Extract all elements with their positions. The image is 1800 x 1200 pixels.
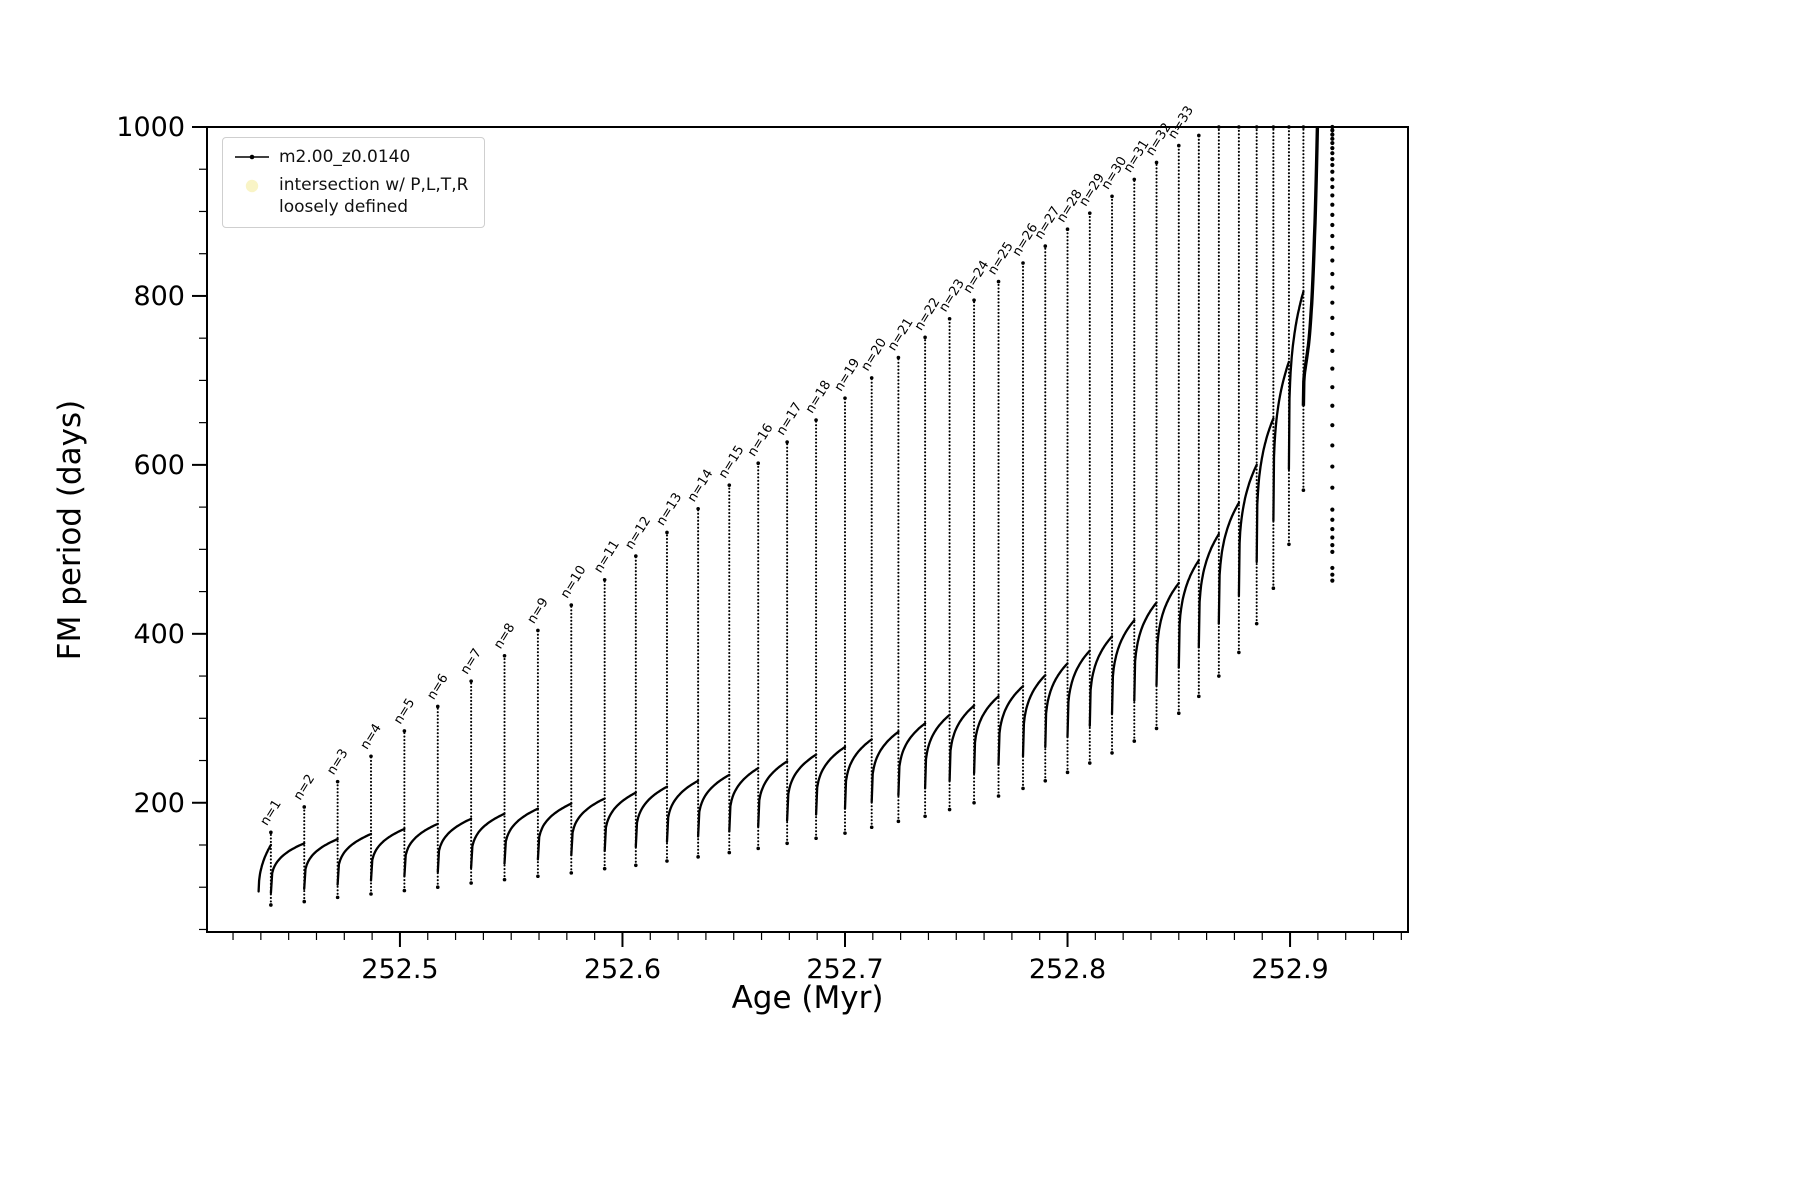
legend: m2.00_z0.0140 intersection w/ P,L,T,R lo… <box>222 137 486 228</box>
spike-label: n=7 <box>458 646 485 677</box>
spike-label: n=18 <box>803 378 835 416</box>
x-axis-label: Age (Myr) <box>731 980 884 1016</box>
spike-label: n=3 <box>324 747 351 778</box>
legend-label-intersection-line1: intersection w/ P,L,T,R <box>279 175 469 196</box>
axes-frame <box>206 126 1409 933</box>
spike-label: n=5 <box>391 696 418 727</box>
spike-label: n=10 <box>558 563 590 601</box>
spike-label: n=33 <box>1165 103 1197 141</box>
spike-label: n=24 <box>961 258 993 296</box>
legend-entry-intersection: intersection w/ P,L,T,R loosely defined <box>233 175 468 218</box>
intersection-dot-icon <box>245 180 259 193</box>
y-tick-label: 200 <box>133 788 185 819</box>
legend-label-intersection: intersection w/ P,L,T,R loosely defined <box>279 175 468 218</box>
spike-label: n=15 <box>716 443 748 481</box>
spike-label: n=2 <box>291 772 318 803</box>
line-marker-icon <box>235 154 269 160</box>
y-tick-label: 1000 <box>116 112 185 143</box>
spike-label: n=8 <box>491 621 518 652</box>
spike-label: n=6 <box>424 671 451 702</box>
y-tick-label: 600 <box>133 450 185 481</box>
spike-label: n=9 <box>525 595 552 626</box>
x-tick-label: 252.5 <box>361 954 438 985</box>
legend-label-series: m2.00_z0.0140 <box>279 147 411 167</box>
spike-label: n=19 <box>832 356 864 394</box>
x-tick-label: 252.7 <box>806 954 883 985</box>
x-tick-label: 252.9 <box>1251 954 1328 985</box>
series-baseline <box>257 126 1320 895</box>
legend-label-intersection-line2: loosely defined <box>279 196 409 217</box>
spike-label: n=11 <box>591 538 623 576</box>
spike-label: n=4 <box>358 721 385 752</box>
y-tick-label: 400 <box>133 619 185 650</box>
spike-label: n=13 <box>654 490 686 528</box>
series-spikes <box>269 125 1306 907</box>
x-tick-label: 252.8 <box>1029 954 1106 985</box>
right-edge-scatter <box>1330 124 1335 583</box>
x-tick-label: 252.6 <box>584 954 661 985</box>
spike-label: n=12 <box>622 514 654 552</box>
spike-label: n=25 <box>985 239 1017 277</box>
spike-label: n=17 <box>774 400 806 438</box>
spike-label: n=23 <box>936 277 968 315</box>
spike-label: n=22 <box>912 295 944 333</box>
legend-entry-series: m2.00_z0.0140 <box>233 147 468 168</box>
spike-label: n=21 <box>885 316 917 354</box>
axis-ticks: 252.5 252.6 252.7 252.8 252.9 200 400 600 800 100… <box>116 112 1402 985</box>
spike-label: n=14 <box>685 467 717 505</box>
spike-label: n=16 <box>745 421 777 459</box>
y-tick-label: 800 <box>133 281 185 312</box>
spike-label: n=20 <box>858 336 890 374</box>
y-axis-label: FM period (days) <box>52 399 88 661</box>
spike-label: n=1 <box>258 797 285 828</box>
